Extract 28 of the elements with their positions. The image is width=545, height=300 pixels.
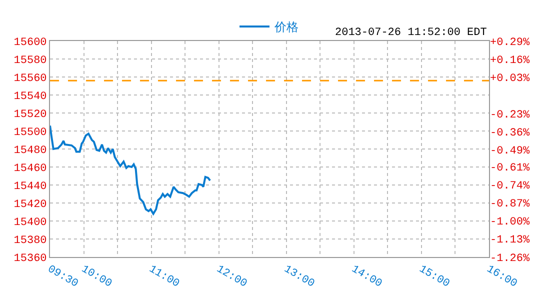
y2-tick-label: -0.36% [490, 127, 530, 140]
y2-tick-label: +0.16% [490, 54, 530, 67]
y2-tick-label: -0.23% [490, 109, 530, 122]
y-tick-label: 15580 [14, 54, 47, 67]
y2-tick-label: +0.03% [490, 73, 530, 86]
y2-tick-label: -0.87% [490, 198, 530, 210]
y2-tick-label: -1.00% [490, 216, 530, 229]
y2-tick-label: -0.61% [490, 162, 530, 174]
y-tick-label: 15380 [14, 234, 47, 247]
y-tick-label: 15420 [14, 198, 47, 211]
y-tick-label: 15360 [14, 252, 47, 265]
line-series [50, 124, 212, 215]
y2-tick-label: -0.74% [490, 180, 530, 192]
y-tick-label: 15600 [14, 36, 47, 49]
y-tick-label: 15540 [14, 90, 47, 103]
y2-tick-label: -1.13% [490, 234, 530, 247]
y-tick-label: 15400 [14, 216, 47, 229]
y-tick-label: 15440 [14, 180, 47, 193]
legend-label: 价格 [274, 20, 298, 34]
y2-tick-label: -1.26% [490, 252, 530, 265]
y-tick-label: 15520 [14, 108, 47, 121]
chart-subtitle: 2013-07-26 11:52:00 EDT [335, 27, 488, 39]
y-tick-label: 15500 [14, 126, 47, 139]
y2-tick-label: +0.29% [490, 36, 530, 49]
y-tick-label: 15480 [14, 144, 47, 157]
y2-tick-label: -0.49% [490, 146, 530, 158]
y-tick-label: 15460 [14, 162, 47, 175]
y-tick-label: 15560 [14, 72, 47, 85]
